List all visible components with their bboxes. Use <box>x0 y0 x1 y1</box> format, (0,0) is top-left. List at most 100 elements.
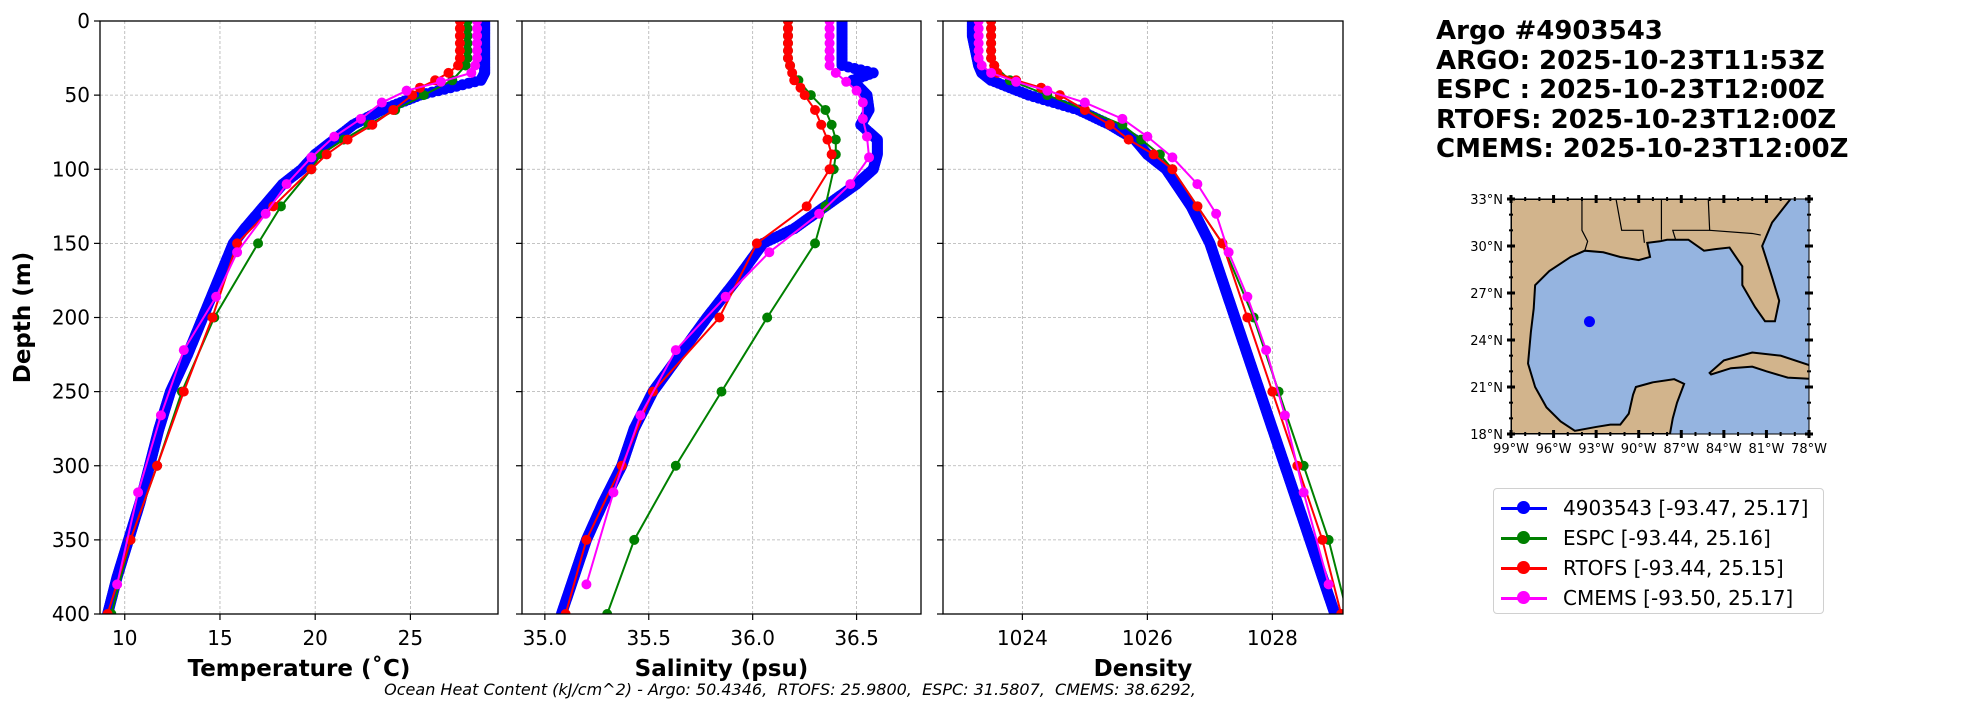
map-border-line <box>1581 199 1589 251</box>
y-tick-label: 300 <box>52 454 90 478</box>
x-tick-label: 20 <box>302 626 327 650</box>
data-point-RTOFS <box>714 312 725 323</box>
x-tick-label: 10 <box>112 626 137 650</box>
data-point-CMEMS <box>635 410 646 421</box>
data-point-RTOFS <box>986 23 997 34</box>
data-point-CMEMS <box>1011 76 1022 87</box>
data-point-RTOFS <box>801 201 812 212</box>
data-point-RTOFS <box>1267 386 1278 397</box>
data-point-RTOFS <box>102 609 113 614</box>
data-point-CMEMS <box>851 85 862 96</box>
location-map: 99°W 96°W 93°W 90°W 87°W 84°W 81°W 78°W 18°N 21°N… <box>1470 193 1827 457</box>
data-point-ESPC <box>460 60 471 71</box>
series-line-CMEMS <box>977 21 1330 585</box>
data-point-CMEMS <box>814 208 825 219</box>
y-tick-label: 400 <box>52 602 90 626</box>
data-point-RTOFS <box>178 386 189 397</box>
data-point-ESPC <box>629 534 640 545</box>
map-border-line <box>1709 229 1761 236</box>
espc-time: ESPC : 2025-10-23T12:00Z <box>1436 75 1825 105</box>
data-point-CMEMS <box>472 38 483 49</box>
data-point-RTOFS <box>454 23 465 34</box>
data-point-RTOFS <box>822 134 833 145</box>
map-land-cuba <box>1708 351 1809 380</box>
data-point-RTOFS <box>581 534 592 545</box>
data-point-ESPC <box>462 30 473 41</box>
y-tick-label: 250 <box>52 380 90 404</box>
data-point-RTOFS <box>152 460 163 471</box>
data-point-RTOFS <box>986 38 997 49</box>
data-point-CMEMS <box>973 30 984 41</box>
data-point-CMEMS <box>435 76 446 87</box>
data-point-CMEMS <box>232 247 243 258</box>
data-point-CMEMS <box>976 60 987 71</box>
data-point-RTOFS <box>388 104 399 115</box>
data-point-ESPC <box>716 386 727 397</box>
rtofs-time: RTOFS: 2025-10-23T12:00Z <box>1436 104 1837 135</box>
map-frame <box>1510 198 1810 435</box>
legend-item-argo: 4903543 [-93.47, 25.17] <box>1494 493 1823 523</box>
map-land-north-america <box>1511 199 1792 434</box>
data-point-RTOFS <box>367 119 378 130</box>
data-point-RTOFS <box>783 23 793 34</box>
data-point-CMEMS <box>1117 113 1128 124</box>
argo-time: ARGO: 2025-10-23T11:53Z <box>1436 45 1825 76</box>
data-point-CMEMS <box>376 97 387 108</box>
panel-0: 10 15 20 25050100150200250300350400Temperat… <box>10 9 499 682</box>
map-lat-label: 30°N <box>1470 240 1503 255</box>
data-point-CMEMS <box>260 208 271 219</box>
data-point-CMEMS <box>1042 85 1053 96</box>
x-tick-label: 1024 <box>997 626 1048 650</box>
data-point-ESPC <box>826 119 837 130</box>
map-lat-label: 21°N <box>1470 381 1503 396</box>
axes-frame <box>99 20 499 615</box>
data-point-RTOFS <box>751 238 762 249</box>
x-axis-label: Density <box>1094 656 1193 682</box>
data-point-RTOFS <box>560 609 571 614</box>
data-point-ESPC <box>820 104 831 115</box>
map-lon-label: 84°W <box>1706 442 1742 457</box>
data-point-RTOFS <box>1242 312 1253 323</box>
data-point-RTOFS <box>816 119 827 130</box>
data-point-RTOFS <box>342 134 353 145</box>
data-point-CMEMS <box>973 38 984 49</box>
data-point-CMEMS <box>112 579 123 590</box>
data-point-RTOFS <box>986 30 997 41</box>
data-point-CMEMS <box>845 179 856 190</box>
data-point-CMEMS <box>581 579 592 590</box>
data-point-CMEMS <box>472 45 483 56</box>
map-border-line <box>1615 199 1645 243</box>
data-point-RTOFS <box>783 45 793 56</box>
map-lon-label: 99°W <box>1493 442 1529 457</box>
map-lon-label: 96°W <box>1536 442 1572 457</box>
data-point-CMEMS <box>857 97 868 108</box>
argo-float-marker <box>1583 316 1595 328</box>
data-point-CMEMS <box>329 131 340 142</box>
data-point-CMEMS <box>824 38 835 49</box>
data-point-CMEMS <box>864 152 875 163</box>
data-point-RTOFS <box>810 104 821 115</box>
x-tick-label: 1026 <box>1122 626 1173 650</box>
x-tick-label: 35.5 <box>627 626 672 650</box>
data-point-CMEMS <box>824 60 835 71</box>
map-lat-label: 33°N <box>1470 193 1503 208</box>
map-lon-label: 90°W <box>1621 442 1657 457</box>
legend-marker-icon <box>1501 588 1547 608</box>
data-point-CMEMS <box>178 345 189 356</box>
data-point-CMEMS <box>355 113 366 124</box>
legend-marker-icon <box>1501 528 1547 548</box>
data-point-CMEMS <box>973 45 984 56</box>
y-tick-label: 150 <box>52 231 90 255</box>
data-point-CMEMS <box>986 67 997 78</box>
data-point-RTOFS <box>1317 534 1328 545</box>
y-tick-label: 50 <box>65 83 90 107</box>
data-point-CMEMS <box>466 67 477 78</box>
data-point-CMEMS <box>281 179 292 190</box>
data-point-RTOFS <box>321 149 332 160</box>
x-tick-label: 15 <box>207 626 232 650</box>
data-point-CMEMS <box>472 30 483 41</box>
legend-label: ESPC [-93.44, 25.16] <box>1563 526 1771 550</box>
legend-label: RTOFS [-93.44, 25.15] <box>1563 556 1784 580</box>
data-point-CMEMS <box>670 345 681 356</box>
data-point-ESPC <box>670 460 681 471</box>
